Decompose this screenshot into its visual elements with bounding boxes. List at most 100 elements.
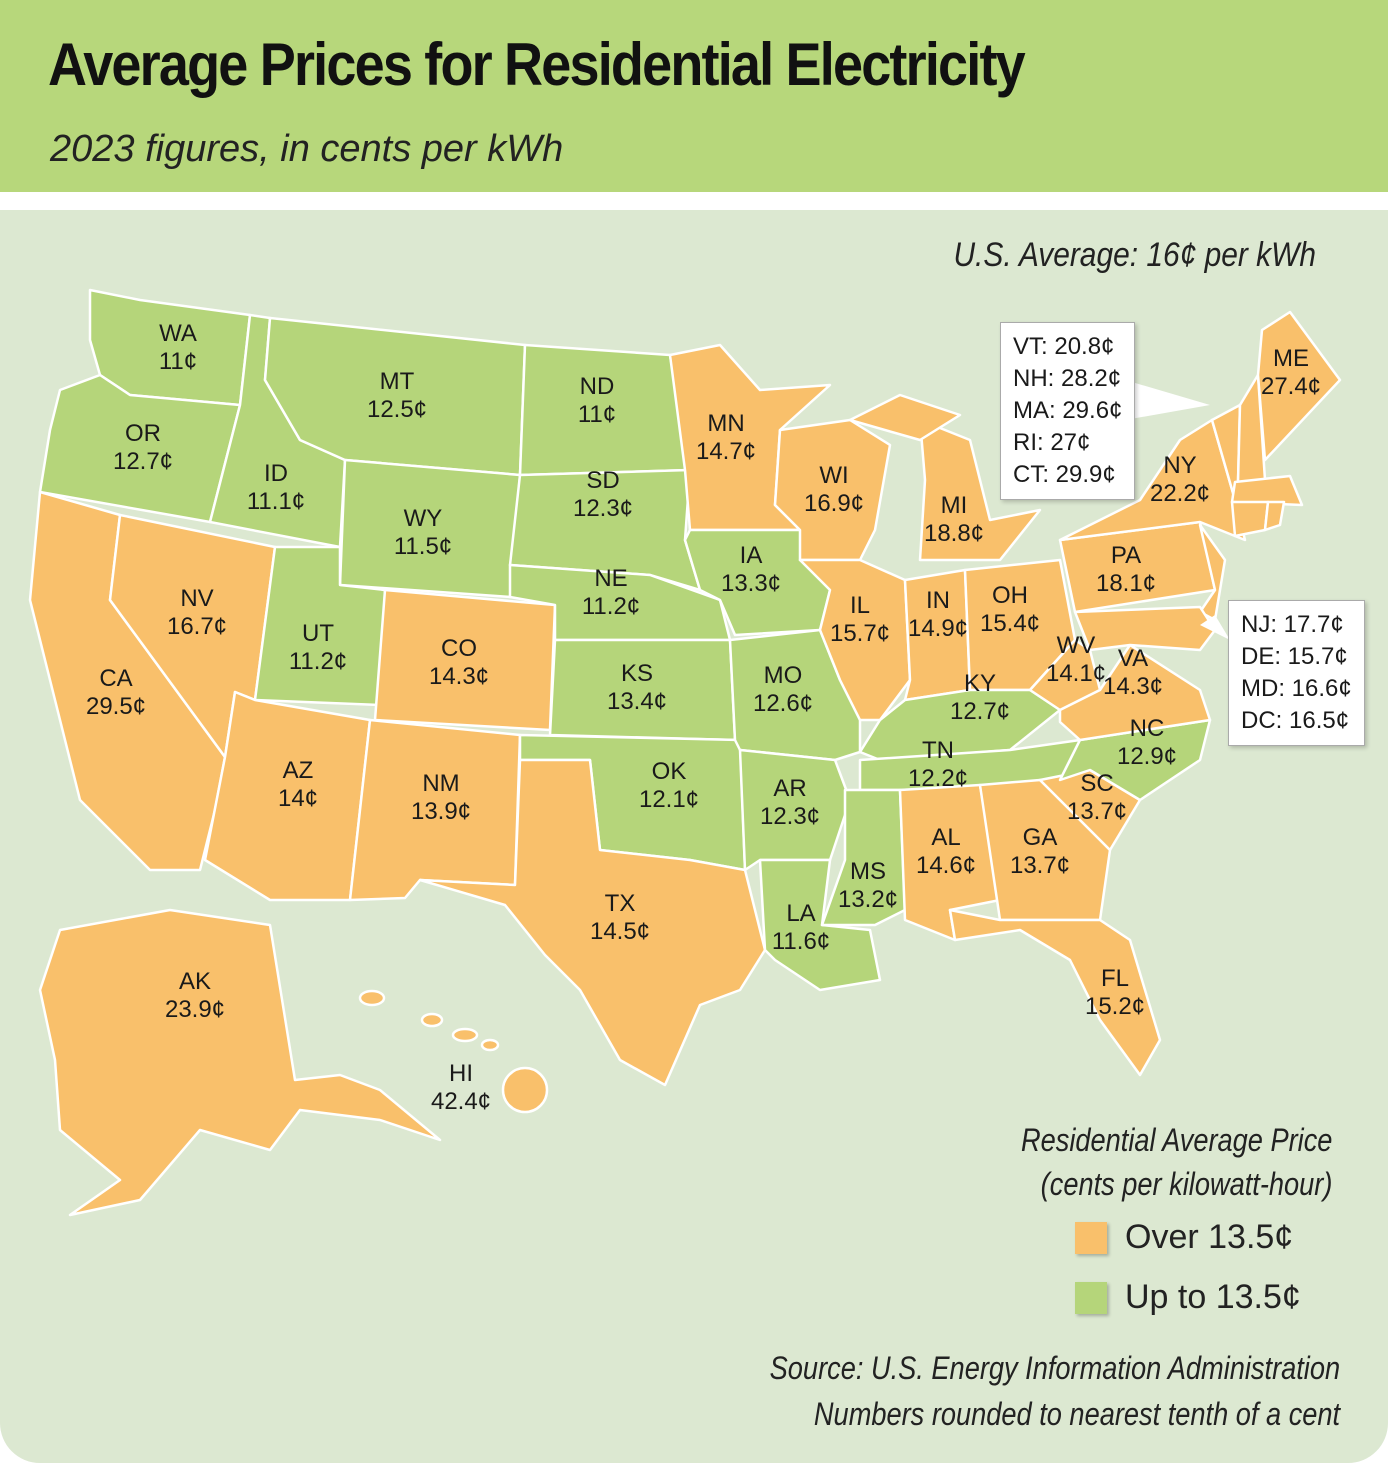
state-hi-island [501,1066,549,1114]
state-abbr: CA [99,665,133,692]
page-subtitle: 2023 figures, in cents per kWh [50,128,564,170]
header-banner: Average Prices for Residential Electrici… [0,0,1388,192]
state-label-tx: TX 14.5¢ [590,890,650,946]
state-price: 12.2¢ [907,765,969,792]
state-price: 12.3¢ [572,495,634,522]
callout-midatlantic: NJ: 17.7¢ DE: 15.7¢ MD: 16.6¢ DC: 16.5¢ [1228,600,1365,746]
state-label-oh: OH 15.4¢ [980,582,1040,638]
state-ak [38,908,442,1217]
callout-entry: CT: 29.9¢ [1013,461,1116,488]
legend-title: Residential Average Price (cents per kil… [1021,1118,1332,1206]
state-label-ga: GA 13.7¢ [1010,824,1070,880]
state-price: 12.7¢ [949,698,1011,725]
state-nj [1198,523,1227,622]
state-abbr: WY [403,505,443,532]
state-label-nd: ND 11¢ [578,373,616,429]
legend-title-line2: (cents per kilowatt-hour) [1040,1166,1332,1202]
state-price: 14¢ [277,785,319,812]
state-hi-island [451,1027,479,1043]
state-price: 12.5¢ [366,396,428,423]
state-abbr: NY [1163,452,1197,479]
state-label-id: ID 11.1¢ [247,460,305,516]
state-label-in: IN 14.9¢ [908,587,968,643]
state-price: 11.1¢ [246,488,306,515]
state-mi [918,418,1042,562]
state-label-nv: NV 16.7¢ [167,585,227,641]
state-price: 14.3¢ [1102,673,1164,700]
state-abbr: VA [1117,645,1149,672]
state-price: 13.9¢ [410,798,472,825]
state-label-mi: MI 18.8¢ [924,492,984,548]
state-ri [1263,500,1286,532]
state-label-il: IL 15.7¢ [830,592,890,648]
state-abbr: ND [579,373,615,400]
state-me [1256,310,1342,462]
state-price: 15.4¢ [979,610,1041,637]
state-price: 12.7¢ [112,448,174,475]
state-label-ut: UT 11.2¢ [289,620,347,676]
legend-item-over: Over 13.5¢ [1075,1218,1293,1257]
state-abbr: NC [1129,715,1165,742]
callout-entry: VT: 20.8¢ [1013,333,1115,360]
legend-label-over: Over 13.5¢ [1125,1218,1294,1256]
state-abbr: AK [178,968,211,995]
state-price: 13.2¢ [837,886,899,913]
state-abbr: MT [379,368,415,395]
state-price: 12.6¢ [752,690,814,717]
callout-pointer [1125,380,1210,420]
state-ga [978,778,1112,922]
state-price: 14.1¢ [1045,660,1107,687]
page-title: Average Prices for Residential Electrici… [48,31,1026,98]
state-abbr: WV [1056,632,1096,659]
callout-entry: DE: 15.7¢ [1241,643,1348,670]
state-price: 13.3¢ [720,570,782,597]
state-abbr: LA [786,900,816,927]
state-abbr: KS [620,660,653,687]
state-price: 12.3¢ [759,803,821,830]
state-price: 11.2¢ [288,648,348,675]
state-miu [848,393,962,442]
state-abbr: TN [922,737,954,764]
state-abbr: CO [441,635,477,662]
state-abbr: NM [422,770,460,797]
state-price: 11¢ [158,348,198,375]
state-abbr: ME [1273,345,1309,372]
state-abbr: FL [1100,965,1129,992]
state-label-mo: MO 12.6¢ [753,662,813,718]
state-abbr: GA [1022,824,1058,851]
state-price: 12.9¢ [1116,743,1178,770]
callout-entry: RI: 27¢ [1013,429,1091,456]
state-abbr: OK [651,758,687,785]
state-label-ca: CA 29.5¢ [86,665,146,721]
state-label-az: AZ 14¢ [278,757,318,813]
state-la [758,858,882,992]
state-label-wa: WA 11¢ [159,320,197,376]
callout-entry: MA: 29.6¢ [1013,397,1123,424]
state-price: 13.4¢ [606,688,668,715]
callout-pointer [1200,615,1230,640]
state-abbr: IA [739,542,763,569]
state-label-co: CO 14.3¢ [429,635,489,691]
state-price: 16.7¢ [166,613,228,640]
state-abbr: HI [449,1060,473,1087]
legend-title-line1: Residential Average Price [1020,1122,1332,1158]
callout-northeast: VT: 20.8¢ NH: 28.2¢ MA: 29.6¢ RI: 27¢ CT: 29… [1000,322,1136,500]
state-label-ak: AK 23.9¢ [165,968,225,1024]
state-label-ks: KS 13.4¢ [607,660,667,716]
state-hi-island [358,989,386,1007]
state-label-va: VA 14.3¢ [1103,645,1163,701]
state-ct [1230,500,1270,538]
state-label-ok: OK 12.1¢ [639,758,699,814]
state-price: 13.7¢ [1009,852,1071,879]
legend-swatch-green [1075,1281,1107,1314]
state-abbr: NE [594,565,628,592]
state-label-ar: AR 12.3¢ [760,775,820,831]
state-abbr: AZ [282,757,314,784]
state-abbr: ID [264,460,288,487]
state-label-wy: WY 11.5¢ [394,505,452,561]
source-line: Source: U.S. Energy Information Administ… [769,1350,1340,1386]
state-price: 14.6¢ [915,852,977,879]
state-fl [948,908,1162,1077]
state-abbr: AL [931,824,961,851]
